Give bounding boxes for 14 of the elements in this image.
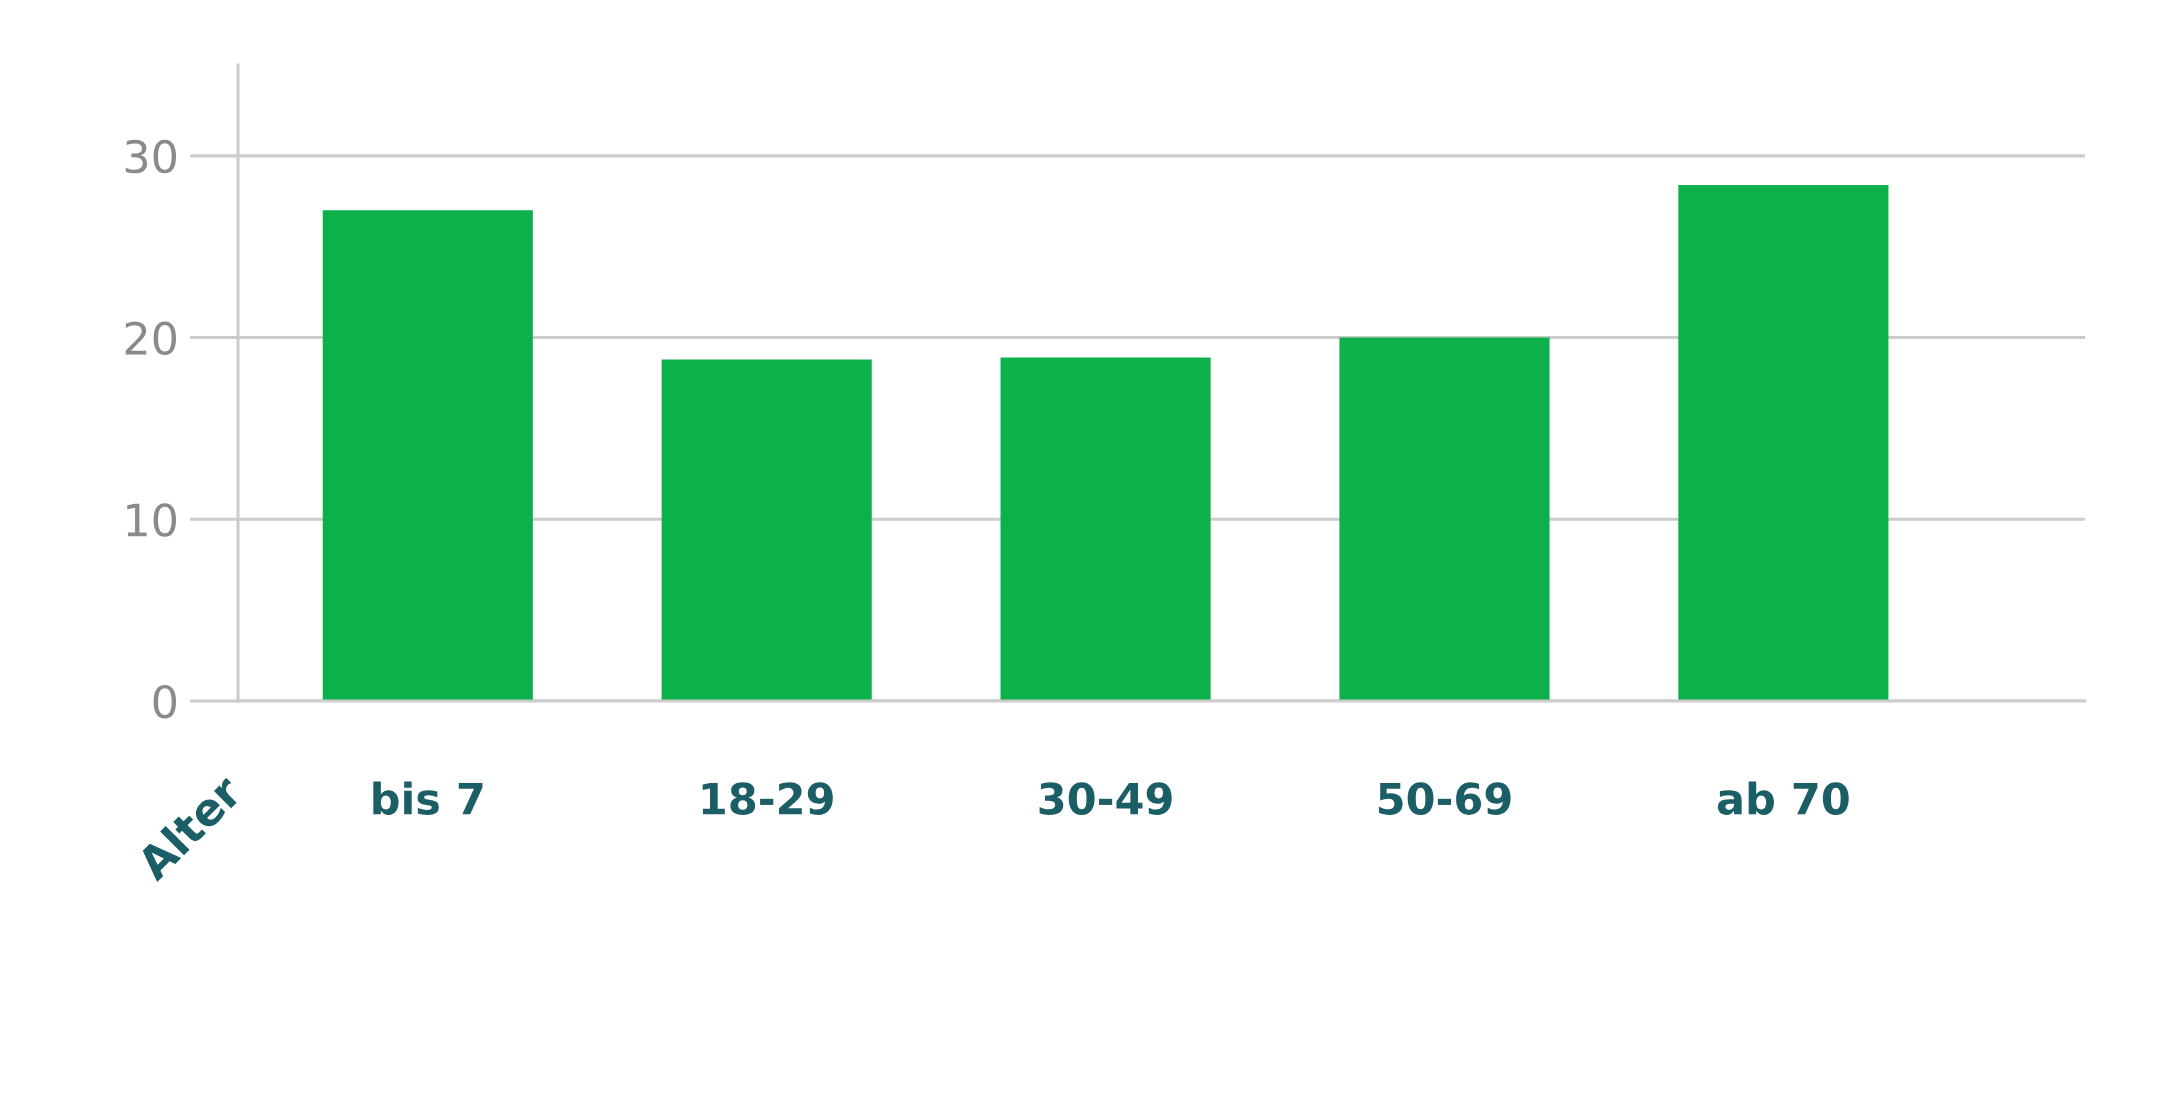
bar <box>1000 357 1211 701</box>
x-tick-label: ab 70 <box>1717 781 1849 815</box>
x-tick-label: 18-29 <box>702 782 833 815</box>
bar <box>1678 184 1889 701</box>
x-tick-label: bis 7 <box>373 781 483 815</box>
bar <box>322 210 533 701</box>
bar <box>661 359 872 701</box>
y-tick-label: 0 <box>153 684 177 719</box>
y-tick-label: 10 <box>127 503 177 537</box>
y-tick-label: 20 <box>125 321 177 356</box>
x-tick-label: 50-69 <box>1378 782 1511 815</box>
y-tick-label: 30 <box>125 139 177 174</box>
bar <box>1339 337 1550 701</box>
x-tick-label: 30-49 <box>1039 782 1172 815</box>
